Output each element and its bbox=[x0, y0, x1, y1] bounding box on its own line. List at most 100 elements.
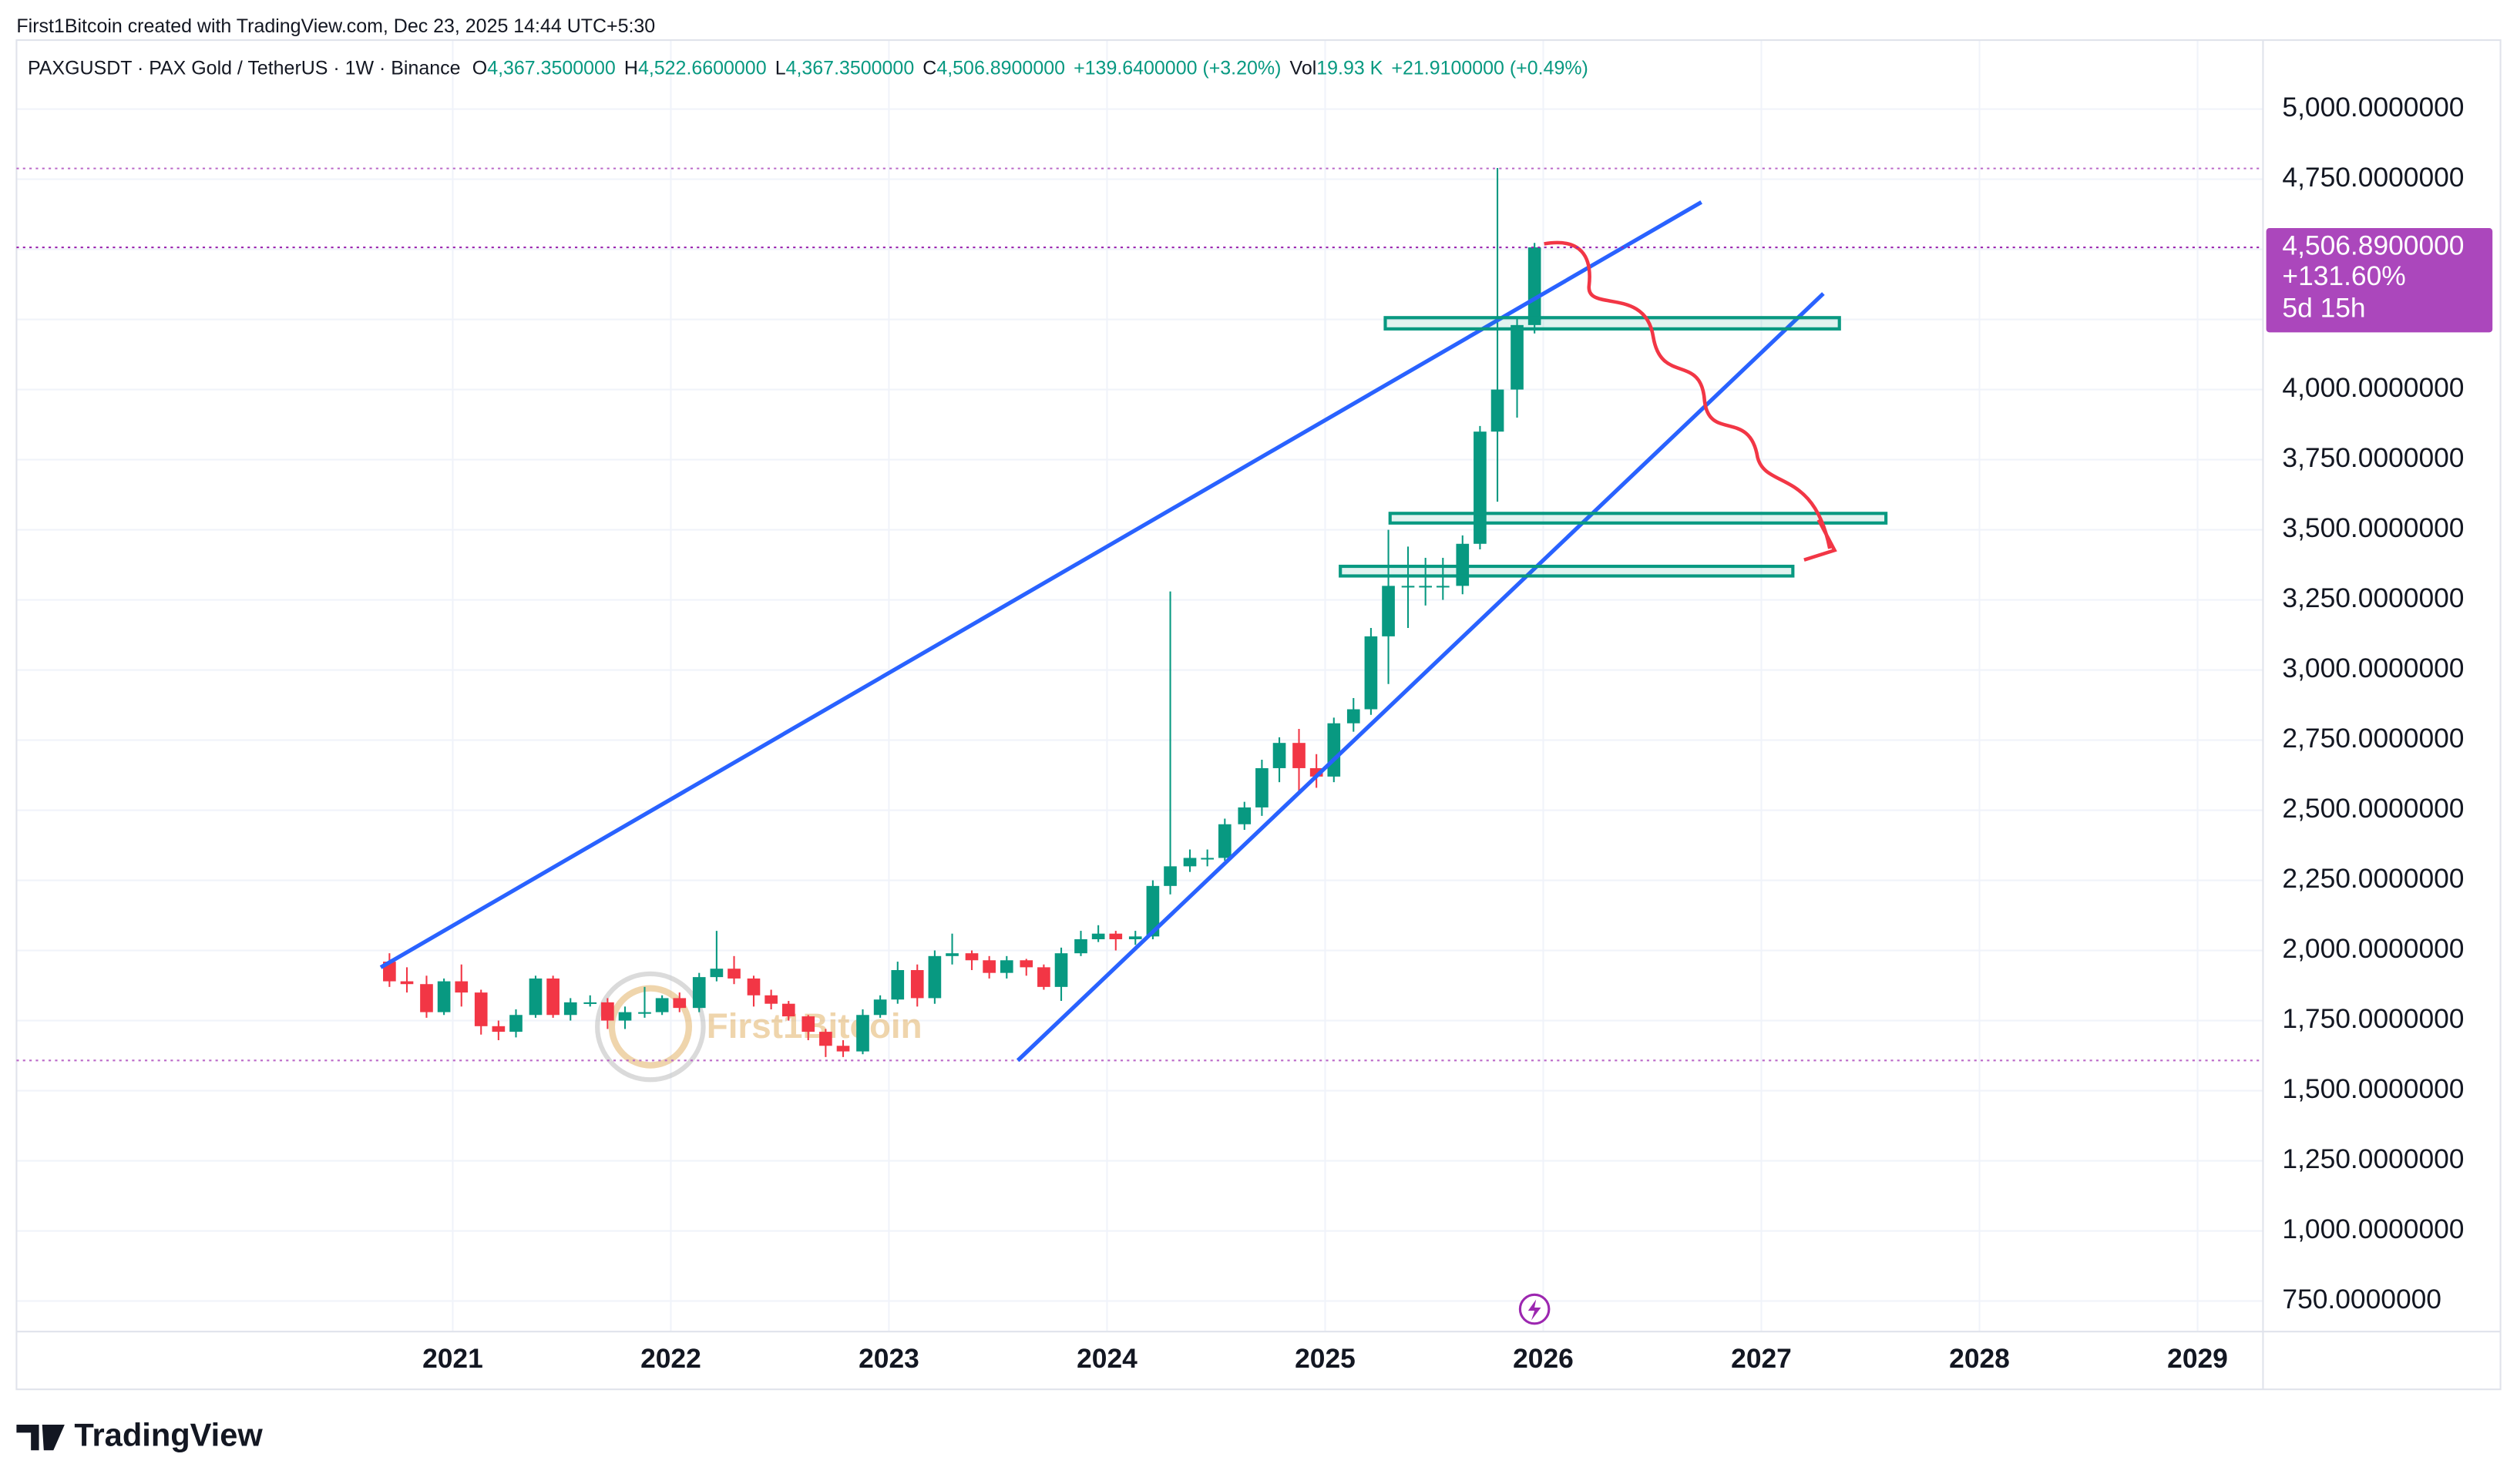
candle-body bbox=[891, 970, 905, 1000]
brand[interactable]: TradingView bbox=[16, 1417, 263, 1453]
candle-body bbox=[1474, 431, 1487, 544]
price-tag-change: +131.60% bbox=[2282, 261, 2405, 291]
candle-body bbox=[1091, 933, 1105, 939]
candle-body bbox=[437, 981, 451, 1012]
ohlc-value: 4,522.6600000 bbox=[638, 57, 767, 79]
candle-body bbox=[492, 1026, 506, 1032]
candle-body bbox=[673, 998, 687, 1009]
y-tick-label: 1,000.0000000 bbox=[2282, 1214, 2464, 1244]
candle-body bbox=[801, 1016, 815, 1032]
candle-body bbox=[1272, 743, 1286, 768]
candle-body bbox=[1255, 767, 1269, 807]
candles bbox=[383, 168, 1541, 1057]
candle-body bbox=[1401, 586, 1415, 588]
candle-body bbox=[1000, 960, 1013, 973]
axis-labels: 750.0000000 1,000.0000000 1,250.0000000 1,5… bbox=[422, 92, 2464, 1374]
candle-body bbox=[1201, 858, 1214, 860]
candle-body bbox=[781, 1003, 795, 1017]
candle-body bbox=[1327, 723, 1341, 777]
candle-body bbox=[928, 955, 942, 999]
y-tick-label: 2,000.0000000 bbox=[2282, 934, 2464, 964]
ohlc-value: 4,367.3500000 bbox=[786, 57, 915, 79]
candle-body bbox=[765, 995, 778, 1004]
candle-body bbox=[1419, 586, 1432, 588]
candle-body bbox=[1037, 967, 1050, 987]
ohlc-key: L bbox=[775, 57, 786, 79]
candle-body bbox=[1218, 824, 1232, 858]
y-tick-label: 2,500.0000000 bbox=[2282, 794, 2464, 824]
candle-body bbox=[1309, 767, 1323, 777]
candle-body bbox=[1292, 743, 1306, 768]
candle-body bbox=[546, 978, 560, 1016]
candle-body bbox=[836, 1046, 850, 1052]
watermark-ring bbox=[595, 971, 706, 1083]
y-tick-label: 3,250.0000000 bbox=[2282, 583, 2464, 613]
candle-body bbox=[1346, 709, 1360, 724]
x-tick-label: 2027 bbox=[1731, 1344, 1792, 1374]
price-tag-price: 4,506.8900000 bbox=[2282, 230, 2464, 260]
candle-body bbox=[474, 992, 488, 1026]
ohlc-key: O bbox=[472, 57, 487, 79]
brand-name[interactable]: TradingView bbox=[74, 1417, 263, 1453]
event-icon[interactable] bbox=[1518, 1293, 1551, 1325]
candle-body bbox=[1527, 247, 1541, 325]
candle-body bbox=[1511, 324, 1524, 390]
y-tick-label: 1,250.0000000 bbox=[2282, 1144, 2464, 1174]
y-tick-label: 1,500.0000000 bbox=[2282, 1074, 2464, 1104]
candle-body bbox=[1109, 933, 1123, 939]
event-bolt bbox=[1527, 1299, 1541, 1321]
candle-body bbox=[710, 969, 724, 978]
y-tick-label: 3,500.0000000 bbox=[2282, 513, 2464, 543]
y-tick-label: 750.0000000 bbox=[2282, 1284, 2441, 1314]
candle-body bbox=[1364, 636, 1378, 710]
vol-change: +21.9100000 (+0.49%) bbox=[1391, 57, 1588, 79]
candle-body bbox=[1054, 953, 1068, 987]
candle-body bbox=[1183, 858, 1197, 867]
legend: PAXGUSDT · PAX Gold / TetherUS · 1W · Bi… bbox=[28, 57, 1588, 79]
candle-body bbox=[856, 1015, 869, 1052]
candle-body bbox=[728, 969, 741, 979]
zone-box bbox=[1388, 512, 1888, 525]
candle-body bbox=[747, 978, 761, 995]
y-tick-label: 2,250.0000000 bbox=[2282, 864, 2464, 894]
y-tick-label: 1,750.0000000 bbox=[2282, 1004, 2464, 1034]
candle-body bbox=[583, 1002, 597, 1004]
vol-key: Vol bbox=[1290, 57, 1317, 79]
candle-body bbox=[455, 981, 469, 993]
candle-body bbox=[1382, 586, 1395, 636]
candle-body bbox=[1020, 960, 1033, 968]
lower-trendline bbox=[1016, 292, 1825, 1063]
candle-body bbox=[983, 960, 996, 973]
candle-body bbox=[1164, 866, 1177, 886]
x-tick-label: 2022 bbox=[640, 1344, 701, 1374]
candle-body bbox=[420, 984, 433, 1012]
grid bbox=[16, 40, 2263, 1332]
change: +139.6400000 (+3.20%) bbox=[1074, 57, 1281, 79]
y-tick-label: 2,750.0000000 bbox=[2282, 724, 2464, 754]
candle-body bbox=[819, 1032, 832, 1046]
drawings bbox=[379, 200, 1888, 1063]
candle-body bbox=[1146, 885, 1160, 937]
ohlc-key: C bbox=[922, 57, 936, 79]
ohlc-value: 4,506.8900000 bbox=[936, 57, 1065, 79]
price-tag: 4,506.8900000 +131.60% 5d 15h bbox=[2266, 228, 2493, 333]
y-tick-label: 3,750.0000000 bbox=[2282, 443, 2464, 473]
candle-body bbox=[400, 981, 414, 985]
projection-path bbox=[1544, 240, 1832, 549]
x-tick-label: 2025 bbox=[1295, 1344, 1356, 1374]
candle-body bbox=[1436, 586, 1450, 588]
candle-body bbox=[1128, 936, 1142, 939]
candle-body bbox=[383, 962, 396, 982]
candle-body bbox=[1238, 807, 1252, 824]
zone-box bbox=[1383, 316, 1841, 331]
symbol: PAXGUSDT · PAX Gold / TetherUS · 1W · Bi… bbox=[28, 57, 461, 79]
brand-logo bbox=[16, 1424, 65, 1451]
candle-body bbox=[563, 1002, 577, 1016]
x-tick-label: 2029 bbox=[2167, 1344, 2228, 1374]
candle-body bbox=[529, 978, 543, 1016]
x-tick-label: 2024 bbox=[1077, 1344, 1138, 1374]
candle-body bbox=[1074, 938, 1087, 954]
projection-arrow bbox=[1803, 519, 1837, 562]
